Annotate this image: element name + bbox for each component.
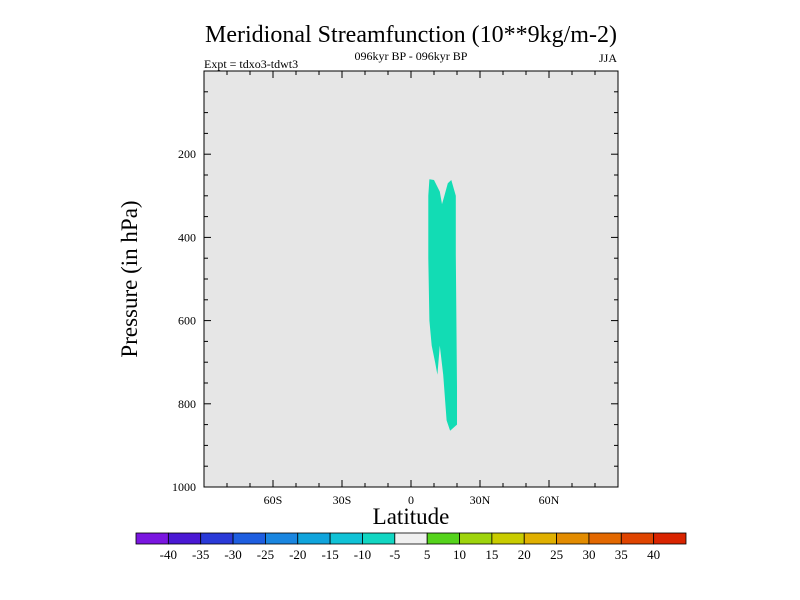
colorbar-box [588, 532, 622, 545]
experiment-label: Expt = tdxo3-tdwt3 [204, 57, 298, 71]
colorbar-label: 25 [550, 547, 563, 562]
y-tick-label: 800 [178, 397, 196, 411]
colorbar-label: 40 [647, 547, 660, 562]
y-tick-label: 1000 [172, 480, 196, 494]
colorbar-box [653, 532, 687, 545]
colorbar-box [135, 532, 169, 545]
colorbar-label: -30 [224, 547, 241, 562]
axis-ticks: 60S 30S 0 30N 60N 200 400 600 800 1000 [172, 70, 619, 507]
contour-region-0 [428, 179, 457, 431]
colorbar-box [556, 532, 590, 545]
y-tick-label: 200 [178, 147, 196, 161]
colorbar-box [491, 532, 525, 545]
x-tick-label: 30S [333, 493, 352, 507]
colorbar-box [459, 532, 493, 545]
filled-regions [428, 179, 457, 431]
chart-title: Meridional Streamfunction (10**9kg/m-2) [205, 22, 617, 48]
colorbar: -40 -35 -30 -25 -20 -15 -10 -5 5 10 15 20 25 30 35 40 [135, 532, 687, 562]
colorbar-label: -40 [160, 547, 177, 562]
colorbar-box [426, 532, 460, 545]
chart-subtitle: 096kyr BP - 096kyr BP [355, 49, 468, 63]
colorbar-label: 10 [453, 547, 466, 562]
y-axis-label: Pressure (in hPa) [117, 200, 142, 357]
x-tick-label: 60S [264, 493, 283, 507]
colorbar-box [523, 532, 557, 545]
colorbar-box [329, 532, 363, 545]
colorbar-label: 20 [518, 547, 531, 562]
colorbar-label: 30 [582, 547, 595, 562]
x-tick-label: 0 [408, 493, 414, 507]
colorbar-box [265, 532, 299, 545]
colorbar-box [362, 532, 396, 545]
y-tick-label: 600 [178, 314, 196, 328]
colorbar-label: 15 [485, 547, 498, 562]
x-axis-label: Latitude [373, 504, 450, 529]
y-tick-label: 400 [178, 230, 196, 244]
colorbar-label: -10 [354, 547, 371, 562]
colorbar-label: -25 [257, 547, 274, 562]
colorbar-box [297, 532, 331, 545]
colorbar-label: 5 [424, 547, 431, 562]
colorbar-label: -5 [389, 547, 400, 562]
colorbar-box [232, 532, 266, 545]
colorbar-label: 35 [615, 547, 628, 562]
colorbar-box [394, 532, 428, 545]
x-tick-label: 60N [539, 493, 560, 507]
colorbar-label: -20 [289, 547, 306, 562]
season-label: JJA [599, 51, 617, 65]
colorbar-box [620, 532, 655, 545]
x-tick-label: 30N [470, 493, 491, 507]
colorbar-box [200, 532, 234, 545]
colorbar-label: -15 [321, 547, 338, 562]
plot-background [204, 71, 618, 487]
colorbar-box [167, 532, 202, 545]
colorbar-label: -35 [192, 547, 209, 562]
